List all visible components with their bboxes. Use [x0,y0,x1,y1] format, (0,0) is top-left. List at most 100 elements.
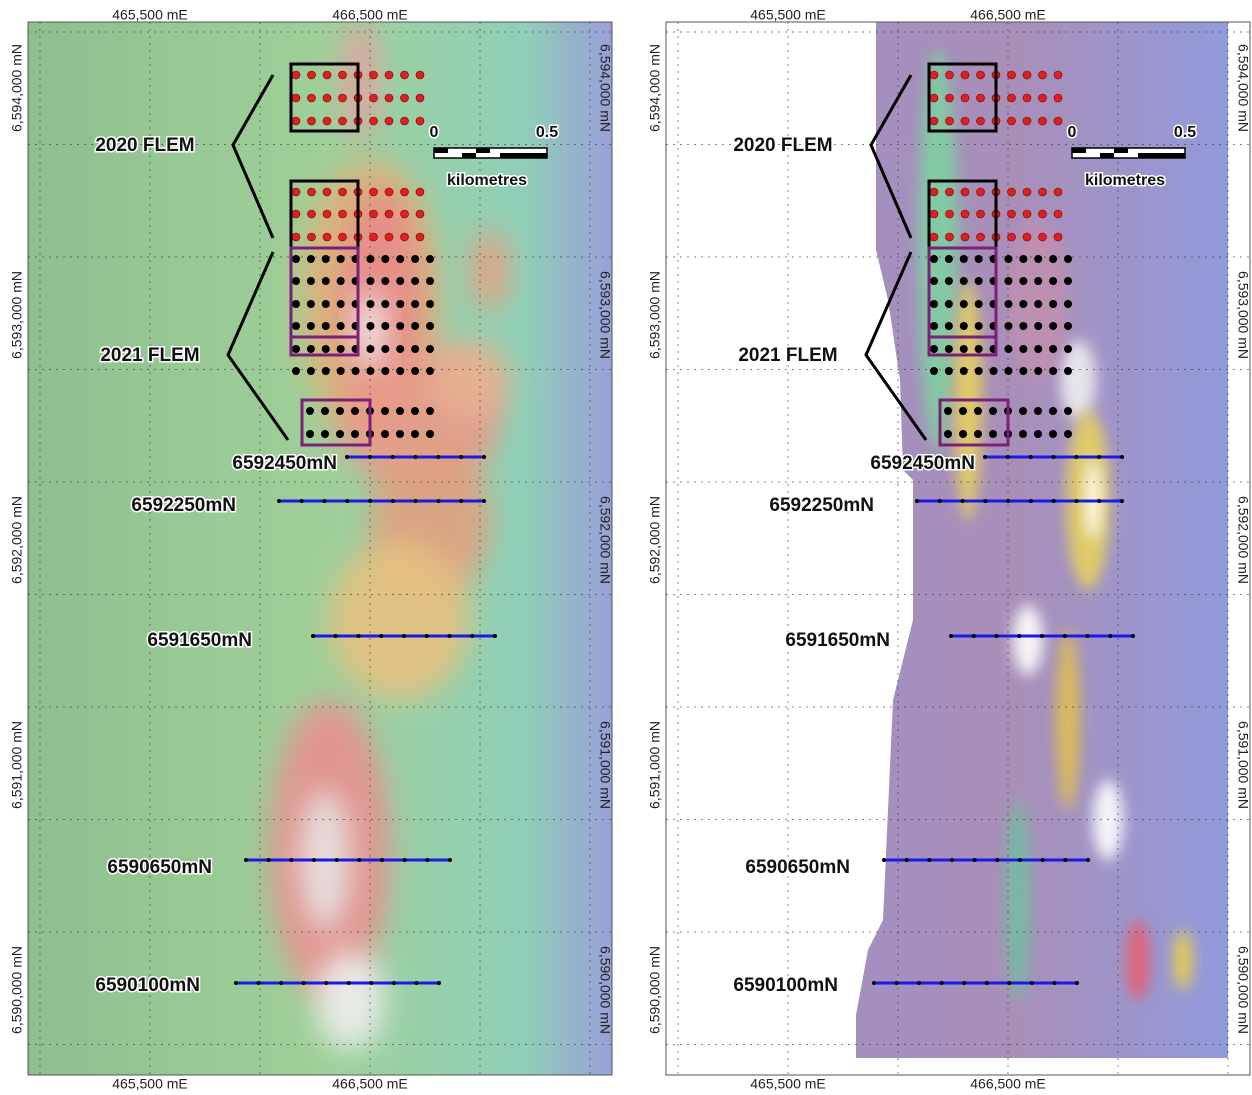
station [321,430,329,438]
line-station [1007,981,1011,985]
station [1008,117,1016,125]
line-station [482,499,486,503]
right-axis-label: 6,594,000 mN [1235,44,1251,132]
station [990,367,998,375]
line-station [436,455,440,459]
station [292,94,300,102]
line-station [448,634,452,638]
station [385,117,393,125]
station [1049,300,1057,308]
station [1004,255,1012,263]
station [411,277,419,285]
station [1064,430,1072,438]
line-label: 6590100mN [95,975,200,996]
line-label: 6590100mN [733,975,838,996]
line-station [895,981,899,985]
station [977,210,985,218]
line-station [1052,455,1056,459]
line-station [448,858,452,862]
station [308,233,316,241]
station [1049,367,1057,375]
station [1039,71,1047,79]
station [292,117,300,125]
station [370,117,378,125]
scale-bar-segment [476,148,490,153]
station [1064,255,1072,263]
station [1023,233,1031,241]
station [930,71,938,79]
station [396,367,404,375]
station [323,94,331,102]
station [1054,210,1062,218]
station [930,322,938,330]
station [308,71,316,79]
station [930,367,938,375]
station [292,367,300,375]
station [975,345,983,353]
line-station [1131,634,1135,638]
station [1019,277,1027,285]
line-station [380,858,384,862]
line-station [244,858,248,862]
station [336,430,344,438]
station [1054,233,1062,241]
line-station [985,981,989,985]
station [322,255,330,263]
line-station [1097,455,1101,459]
scale-start: 0 [1068,124,1077,141]
line-station [962,981,966,985]
station [323,188,331,196]
station [396,322,404,330]
station [308,210,316,218]
scale-unit: kilometres [447,172,527,189]
station [975,367,983,375]
station [1008,210,1016,218]
map-panel: 465,500 mE465,500 mE466,500 mE466,500 mE… [647,7,1252,1092]
left-axis-label: 6,591,000 mN [9,721,25,809]
scale-bar-segment [462,153,476,158]
line-station [302,981,306,985]
station [1019,300,1027,308]
line-label: 6590650mN [107,857,212,878]
station [370,233,378,241]
line-station [425,634,429,638]
line-station [335,858,339,862]
line-station [414,499,418,503]
station [411,255,419,263]
station [961,117,969,125]
station [337,367,345,375]
line-station [1120,499,1124,503]
station [416,210,424,218]
station [1019,255,1027,263]
station [1064,277,1072,285]
station [401,71,409,79]
line-station [1063,634,1067,638]
station [945,300,953,308]
station [975,300,983,308]
station [396,277,404,285]
station [339,233,347,241]
line-station [1029,499,1033,503]
station [426,345,434,353]
right-axis-label: 6,594,000 mN [597,44,613,132]
station [1008,71,1016,79]
station [381,300,389,308]
station [930,345,938,353]
station [930,188,938,196]
scale-start: 0 [430,124,439,141]
station [351,407,359,415]
line-station [391,455,395,459]
line-station [1041,858,1045,862]
station [401,210,409,218]
survey-label: 2020 FLEM [733,135,832,156]
station [975,255,983,263]
top-axis-label: 466,500 mE [332,7,408,23]
station [323,117,331,125]
station [401,188,409,196]
right-axis-label: 6,591,000 mN [1235,721,1251,809]
line-station [949,634,953,638]
right-axis-label: 6,590,000 mN [597,946,613,1034]
line-station [312,858,316,862]
page: FLEM survey maps html, body { margin: 0;… [0,0,1252,1095]
station [1034,430,1042,438]
